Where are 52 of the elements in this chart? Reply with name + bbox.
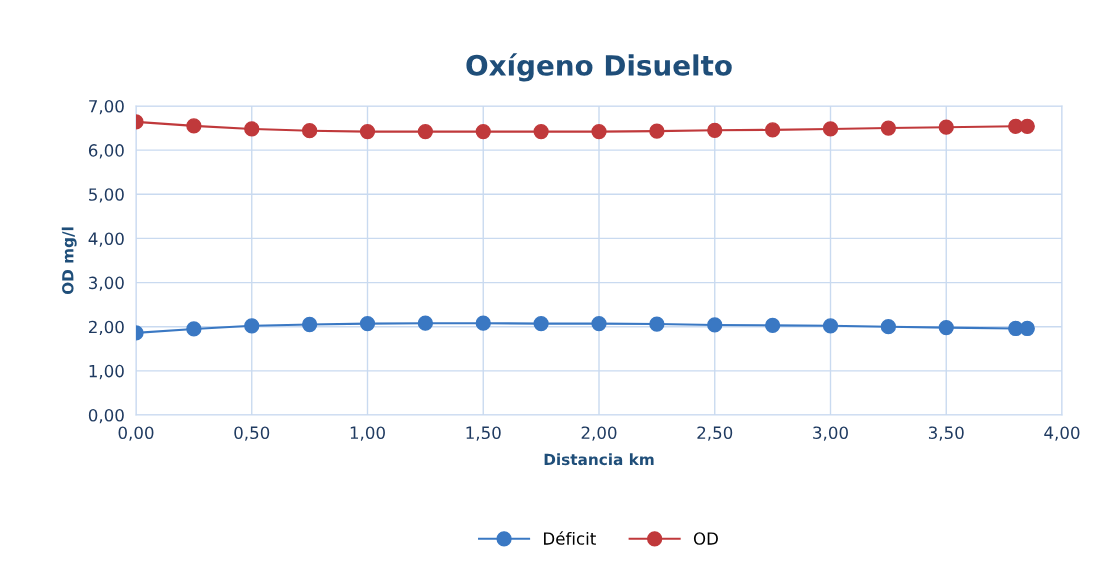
- point: [475, 315, 491, 331]
- x-axis-title: Distancia km: [544, 453, 654, 466]
- point: [938, 119, 954, 135]
- chart-title: Oxígeno Disuelto: [466, 53, 732, 82]
- x-tick-label: 3,00: [813, 426, 848, 441]
- point: [591, 315, 607, 332]
- legend-label: OD: [693, 532, 718, 545]
- point: [649, 316, 665, 332]
- point: [822, 121, 839, 137]
- point: [764, 122, 781, 138]
- x-tick-label: 1,00: [350, 426, 385, 441]
- y-tick-label: 6,00: [88, 144, 124, 159]
- point: [417, 315, 434, 331]
- point: [707, 317, 723, 333]
- y-tick-label: 2,00: [89, 320, 124, 335]
- point: [880, 319, 897, 335]
- x-tick-label: 0,50: [234, 426, 270, 441]
- point: [649, 123, 665, 139]
- y-tick-label: 0,00: [88, 408, 124, 424]
- point: [533, 123, 549, 140]
- point: [244, 121, 260, 137]
- point: [938, 319, 954, 336]
- point: [417, 123, 434, 140]
- legend-label: Déficit: [544, 531, 596, 545]
- point: [707, 122, 723, 138]
- y-tick-label: 3,00: [89, 276, 124, 291]
- y-axis-title: OD mg/l: [61, 227, 77, 295]
- point: [359, 123, 376, 140]
- point: [1019, 320, 1035, 337]
- point: [359, 315, 376, 332]
- point: [244, 318, 260, 334]
- x-tick-label: 0,00: [118, 426, 154, 441]
- point: [822, 318, 839, 334]
- x-tick-label: 4,00: [1044, 426, 1080, 441]
- x-tick-label: 3,50: [928, 426, 964, 441]
- point: [533, 315, 549, 332]
- x-tick-label: 2,50: [697, 426, 733, 441]
- x-tick-label: 1,50: [466, 426, 501, 441]
- point: [186, 321, 202, 337]
- point: [1019, 118, 1035, 134]
- x-tick-label: 2,00: [581, 426, 617, 441]
- point: [186, 118, 202, 134]
- y-tick-label: 7,00: [89, 99, 124, 115]
- point: [301, 316, 318, 333]
- point: [880, 120, 897, 136]
- point: [591, 123, 607, 140]
- point: [764, 317, 781, 334]
- y-tick-label: 1,00: [89, 364, 124, 380]
- y-tick-label: 4,00: [88, 232, 124, 247]
- point: [301, 123, 318, 139]
- point: [475, 123, 491, 140]
- y-tick-label: 5,00: [89, 188, 124, 203]
